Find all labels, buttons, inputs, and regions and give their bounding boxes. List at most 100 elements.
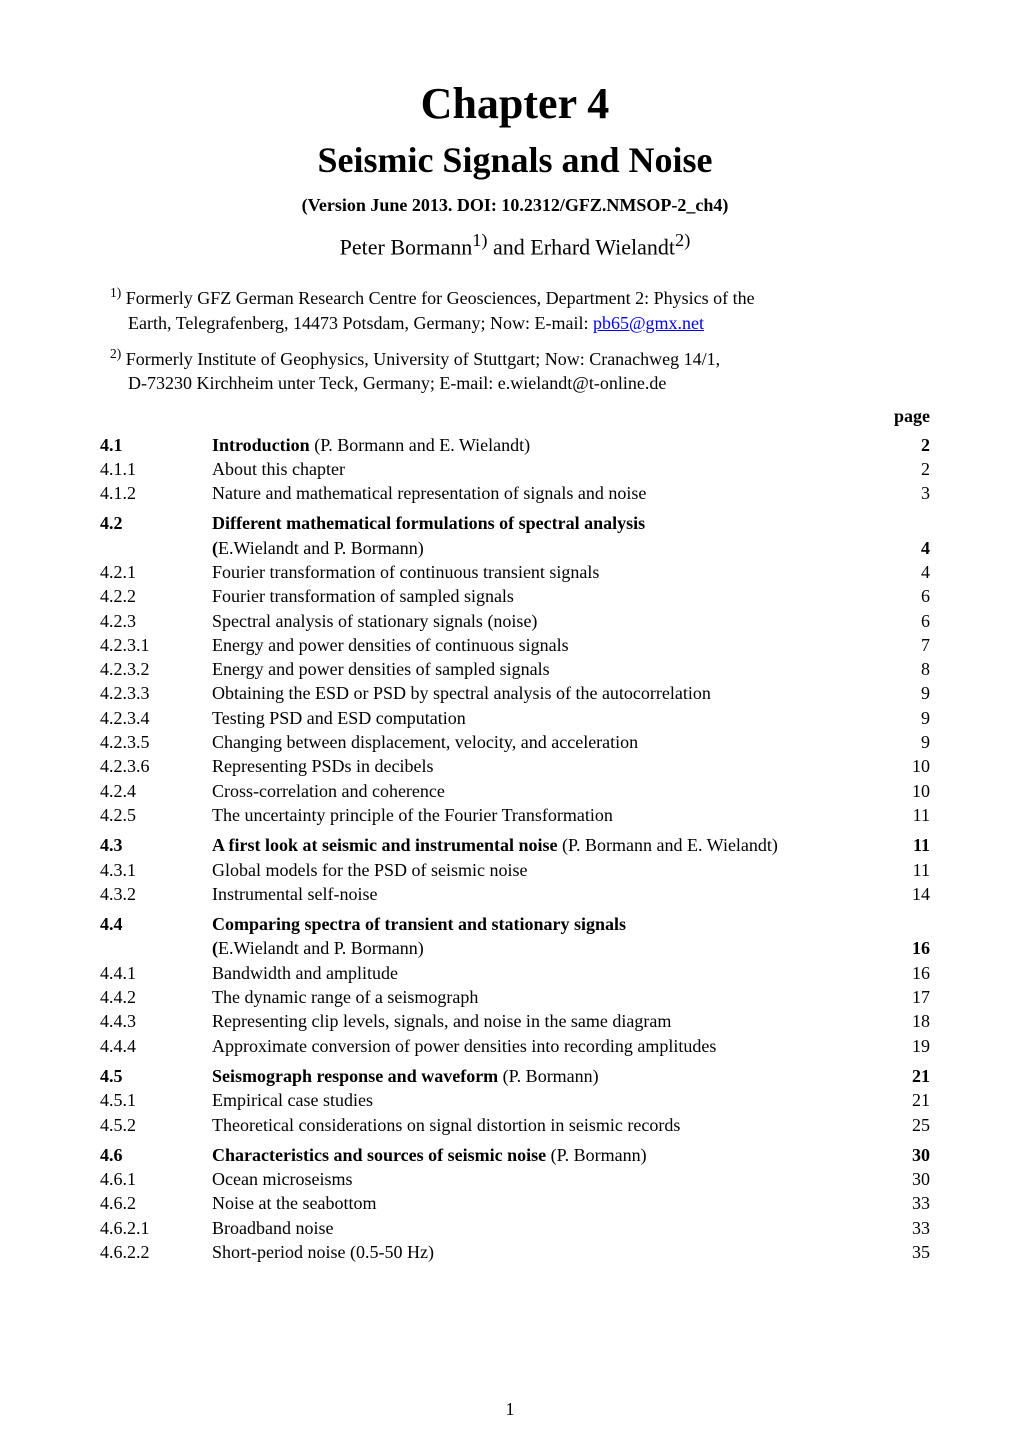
- toc-page: 14: [898, 882, 930, 906]
- toc-title: About this chapter: [212, 457, 898, 481]
- toc-row: (E.Wielandt and P. Bormann)4: [100, 536, 930, 560]
- toc-title: Ocean microseisms: [212, 1167, 898, 1191]
- toc-page: 4: [898, 536, 930, 560]
- toc-title: A first look at seismic and instrumental…: [212, 833, 898, 857]
- toc-title: Energy and power densities of sampled si…: [212, 657, 898, 681]
- toc-number: 4.6.2: [100, 1191, 212, 1215]
- toc-page: 9: [898, 730, 930, 754]
- affil-1-line1: Formerly GFZ German Research Centre for …: [121, 288, 754, 308]
- toc-number: 4.2.2: [100, 584, 212, 608]
- affil-1-sup: 1): [110, 285, 121, 300]
- toc-row: 4.2.3.5Changing between displacement, ve…: [100, 730, 930, 754]
- toc-page: 16: [898, 936, 930, 960]
- toc-page: [898, 511, 930, 535]
- toc-title: Different mathematical formulations of s…: [212, 511, 898, 535]
- toc-page: 9: [898, 706, 930, 730]
- toc-row: (E.Wielandt and P. Bormann)16: [100, 936, 930, 960]
- author-1: Peter Bormann: [340, 234, 473, 259]
- toc-number: 4.1.1: [100, 457, 212, 481]
- toc-row: 4.2Different mathematical formulations o…: [100, 511, 930, 535]
- toc-number: 4.6: [100, 1143, 212, 1167]
- toc-number: 4.5.2: [100, 1113, 212, 1137]
- toc-number: 4.4.3: [100, 1009, 212, 1033]
- toc-title: Representing clip levels, signals, and n…: [212, 1009, 898, 1033]
- toc-page: 18: [898, 1009, 930, 1033]
- toc-page: 30: [898, 1143, 930, 1167]
- toc-page: 21: [898, 1064, 930, 1088]
- toc-number: 4.4.4: [100, 1034, 212, 1058]
- toc-page: 10: [898, 779, 930, 803]
- toc-title: Obtaining the ESD or PSD by spectral ana…: [212, 681, 898, 705]
- toc-row: 4.4.2The dynamic range of a seismograph1…: [100, 985, 930, 1009]
- toc-title: (E.Wielandt and P. Bormann): [212, 536, 898, 560]
- toc-title: Seismograph response and waveform (P. Bo…: [212, 1064, 898, 1088]
- toc-number: 4.2.3.2: [100, 657, 212, 681]
- toc-row: 4.2.2Fourier transformation of sampled s…: [100, 584, 930, 608]
- toc-number: 4.5: [100, 1064, 212, 1088]
- toc-row: 4.5.2Theoretical considerations on signa…: [100, 1113, 930, 1137]
- toc-row: 4.4.4Approximate conversion of power den…: [100, 1034, 930, 1058]
- toc-title: Spectral analysis of stationary signals …: [212, 609, 898, 633]
- toc-row: 4.2.5The uncertainty principle of the Fo…: [100, 803, 930, 827]
- toc-page: 3: [898, 481, 930, 505]
- affil-2-line2: D-73230 Kirchheim unter Teck, Germany; E…: [128, 373, 666, 393]
- toc-row: 4.6.1Ocean microseisms30: [100, 1167, 930, 1191]
- toc-row: 4.5.1Empirical case studies21: [100, 1088, 930, 1112]
- toc-number: 4.1: [100, 433, 212, 457]
- toc-title: Introduction (P. Bormann and E. Wielandt…: [212, 433, 898, 457]
- toc-page: 17: [898, 985, 930, 1009]
- toc-number: 4.2: [100, 511, 212, 535]
- toc-page: 16: [898, 961, 930, 985]
- author-2-sup: 2): [675, 230, 690, 250]
- toc-number: 4.3: [100, 833, 212, 857]
- toc-row: 4.2.3.1Energy and power densities of con…: [100, 633, 930, 657]
- toc-page: 2: [898, 457, 930, 481]
- toc-title: The dynamic range of a seismograph: [212, 985, 898, 1009]
- author-1-sup: 1): [472, 230, 487, 250]
- toc-row: 4.2.3.6Representing PSDs in decibels10: [100, 754, 930, 778]
- toc-row: 4.2.3.4Testing PSD and ESD computation9: [100, 706, 930, 730]
- toc-row: 4.4.1Bandwidth and amplitude16: [100, 961, 930, 985]
- toc-page: 11: [898, 833, 930, 857]
- toc-title: Instrumental self-noise: [212, 882, 898, 906]
- toc-title: Comparing spectra of transient and stati…: [212, 912, 898, 936]
- chapter-title: Chapter 4: [100, 78, 930, 129]
- toc-number: 4.2.4: [100, 779, 212, 803]
- page: Chapter 4 Seismic Signals and Noise (Ver…: [0, 0, 1020, 1442]
- toc-page: 11: [898, 803, 930, 827]
- toc-title: The uncertainty principle of the Fourier…: [212, 803, 898, 827]
- affiliation-2: 2) Formerly Institute of Geophysics, Uni…: [110, 345, 930, 396]
- toc-row: 4.1Introduction (P. Bormann and E. Wiela…: [100, 433, 930, 457]
- toc-title: Testing PSD and ESD computation: [212, 706, 898, 730]
- toc-title: Characteristics and sources of seismic n…: [212, 1143, 898, 1167]
- toc-page: 4: [898, 560, 930, 584]
- toc-row: 4.2.3.3Obtaining the ESD or PSD by spect…: [100, 681, 930, 705]
- page-column-label: page: [100, 406, 930, 427]
- affil-1-mail-link[interactable]: pb65@gmx.net: [593, 313, 704, 333]
- toc-number: 4.4: [100, 912, 212, 936]
- toc-number: 4.2.3.3: [100, 681, 212, 705]
- toc-page: 10: [898, 754, 930, 778]
- toc-title: Broadband noise: [212, 1216, 898, 1240]
- toc-page: 6: [898, 609, 930, 633]
- toc-title: Energy and power densities of continuous…: [212, 633, 898, 657]
- toc-page: 6: [898, 584, 930, 608]
- toc-title: Global models for the PSD of seismic noi…: [212, 858, 898, 882]
- affil-2-line1: Formerly Institute of Geophysics, Univer…: [121, 349, 720, 369]
- toc-row: 4.2.1Fourier transformation of continuou…: [100, 560, 930, 584]
- toc-title: Cross-correlation and coherence: [212, 779, 898, 803]
- toc-row: 4.3.2Instrumental self-noise14: [100, 882, 930, 906]
- toc-row: 4.3.1Global models for the PSD of seismi…: [100, 858, 930, 882]
- toc-page: 33: [898, 1191, 930, 1215]
- authors-and: and Erhard Wielandt: [488, 234, 675, 259]
- toc-title: Approximate conversion of power densitie…: [212, 1034, 898, 1058]
- toc-row: 4.1.2Nature and mathematical representat…: [100, 481, 930, 505]
- toc-page: 9: [898, 681, 930, 705]
- toc-page: 25: [898, 1113, 930, 1137]
- version-line: (Version June 2013. DOI: 10.2312/GFZ.NMS…: [100, 195, 930, 216]
- toc-page: 21: [898, 1088, 930, 1112]
- toc-row: 4.6.2.2Short-period noise (0.5-50 Hz)35: [100, 1240, 930, 1264]
- toc-row: 4.6.2Noise at the seabottom33: [100, 1191, 930, 1215]
- toc-number: 4.2.1: [100, 560, 212, 584]
- toc-number: 4.2.3: [100, 609, 212, 633]
